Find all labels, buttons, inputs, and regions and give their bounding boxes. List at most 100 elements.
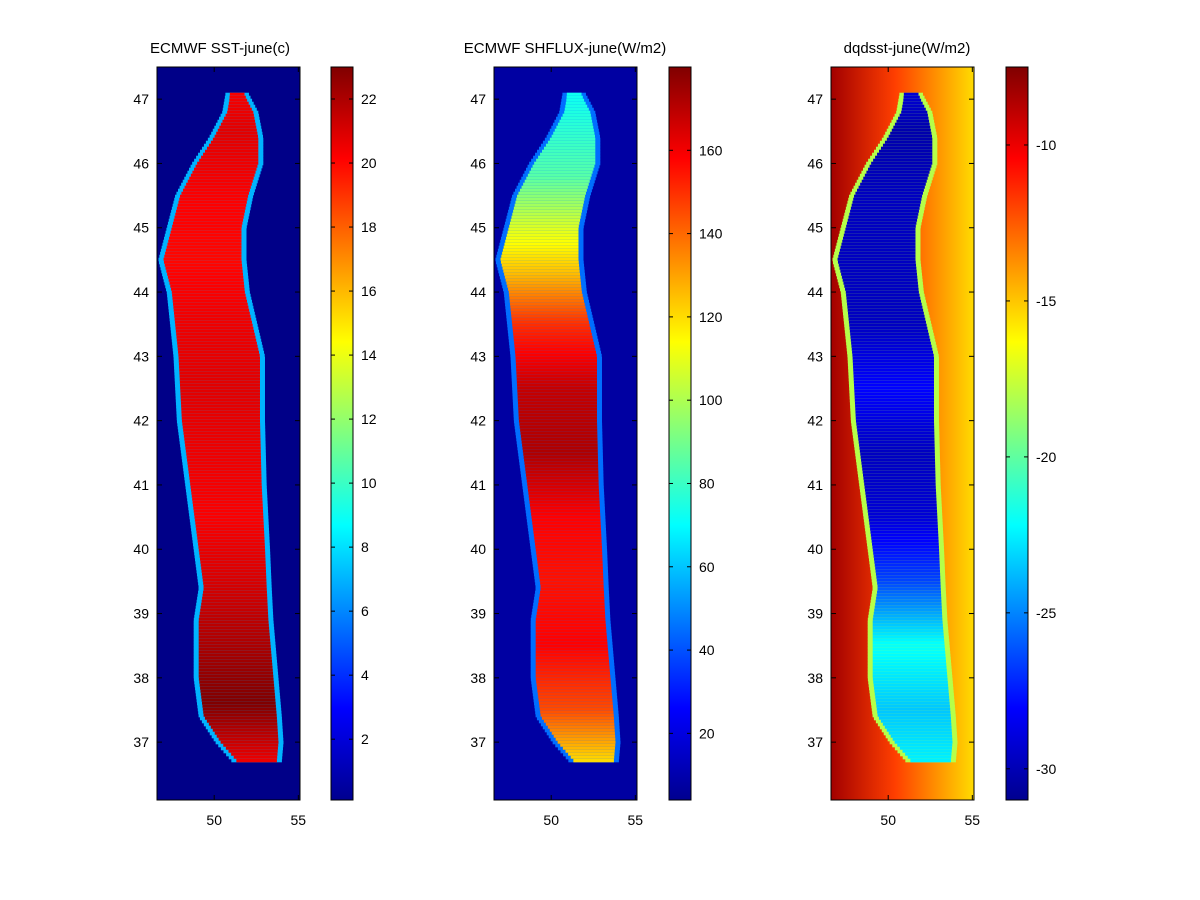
lake-strip [867,506,937,511]
lake-strip [506,233,579,238]
lake-strip [526,479,599,484]
lake-strip [861,461,936,466]
lake-strip [220,122,256,127]
lake-strip [858,440,935,445]
lake-strip [520,434,598,439]
lake-strip [529,503,600,508]
lake-strip [838,263,917,268]
lake-strip [521,185,588,190]
lake-strip [535,641,608,646]
lake-strip [202,575,267,580]
lake-strip [848,317,926,322]
lake-strip [869,524,938,529]
y-tick-label: 42 [807,413,823,429]
lake-strip [877,152,933,157]
lake-strip [872,650,946,655]
lake-strip [178,359,260,364]
lake-strip [198,632,270,637]
y-tick-label: 47 [133,91,149,107]
lake-strip [197,536,265,541]
colorbar-tick-label: -10 [1036,137,1056,153]
lake-strip [537,608,605,613]
lake-strip [854,398,934,403]
lake-strip [201,602,268,607]
lake-strip [847,311,924,316]
lake-strip [166,245,242,250]
lake-strip [223,743,279,748]
lake-strip [841,242,916,247]
lake-strip [203,710,277,715]
lake-strip [876,704,950,709]
colorbar-tick-label: 40 [699,642,715,658]
lake-strip [174,317,252,322]
lake-strip [512,326,591,331]
y-tick-label: 39 [807,606,823,622]
panel-shflux: ECMWF SHFLUX-june(W/m2) 37 38 39 40 41 42 43 44… [464,40,723,828]
lake-strip [531,515,601,520]
lake-strip [519,422,598,427]
lake-strip [199,611,269,616]
x-tick-label: 55 [291,812,307,828]
lake-strip [164,254,242,259]
lake-strip [168,278,244,283]
colorbar [668,66,692,801]
lake-strip [875,695,950,700]
chart-title: ECMWF SHFLUX-june(W/m2) [464,40,667,57]
lake-strip [518,413,597,418]
lake-strip [872,629,944,634]
lake-strip [185,449,261,454]
lake-strip [210,140,259,145]
y-axis-ticks: 37 38 39 40 41 42 43 44 45 46 47 [133,91,300,750]
lake-strip [538,599,605,604]
lake-strip [505,278,581,283]
x-tick-label: 55 [628,812,644,828]
lake-strip [179,197,248,202]
lake-strip [189,176,254,181]
colorbar-tick-label: -25 [1036,605,1056,621]
lake-strip [843,236,916,241]
plot-frame [156,66,301,801]
lake-strip [536,554,603,559]
lake-strip [874,605,942,610]
lake-strip [231,752,278,757]
lake-strip [199,551,266,556]
lake-strip [517,386,597,391]
lake-strip [165,266,243,271]
lake-strip [859,449,935,454]
colorbar-tick-label: 22 [361,91,377,107]
lake-strip [187,458,262,463]
lake-strip [202,707,277,712]
lake-strip [184,440,261,445]
lake-strip [522,449,598,454]
lake-strip [527,485,599,490]
lake-strip [850,209,919,214]
lake-strip [850,338,931,343]
lake-strip [536,683,612,688]
lake-strip [880,146,933,151]
lake-strip [178,200,247,205]
lake-strip [180,401,260,406]
lake-strip [545,143,596,148]
lake-strip [517,194,586,199]
lake-strip [181,191,249,196]
lake-strip [200,689,275,694]
lake-strip [198,662,273,667]
lake-strip [846,296,921,301]
lake-strip [177,347,259,352]
lake-strip [181,410,260,415]
x-tick-label: 55 [965,812,981,828]
lake-strip [179,377,260,382]
lake-strip [517,398,597,403]
lake-strip [171,227,242,232]
y-tick-label: 38 [470,670,486,686]
lake-strip [227,110,254,115]
lake-strip [850,335,930,340]
lake-strip [872,638,945,643]
lake-strip [192,503,263,508]
lake-strip [198,659,272,664]
lake-strip [181,416,260,421]
lake-strip [902,104,925,109]
lake-strip [517,401,597,406]
lake-strip [517,395,597,400]
lake-strip [559,119,593,124]
